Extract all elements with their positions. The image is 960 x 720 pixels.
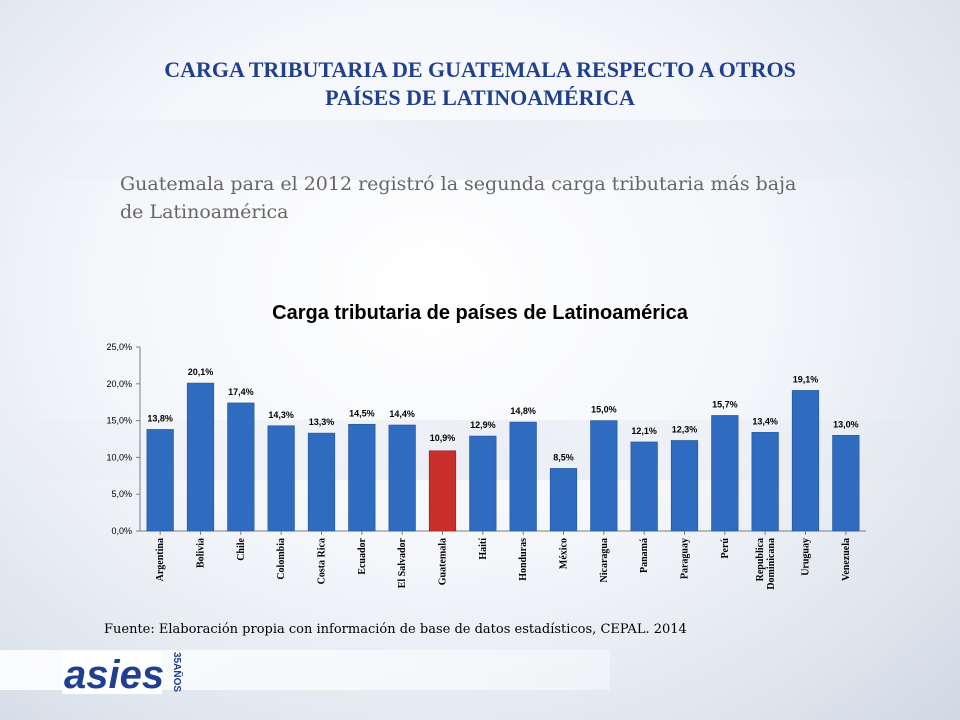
- data-label: 13,3%: [309, 417, 335, 427]
- x-tick-label: Honduras: [518, 538, 529, 581]
- bar-colombia: [267, 425, 295, 532]
- y-tick-label: 25,0%: [106, 342, 132, 352]
- bar-méxico: [549, 468, 578, 532]
- slide-title-line2: PAÍSES DE LATINOAMÉRICA: [325, 85, 635, 110]
- logo-text: asies: [64, 653, 164, 696]
- x-tick-label: El Salvador: [397, 537, 408, 588]
- data-label: 13,8%: [147, 413, 173, 423]
- x-tick-label: Republica: [755, 538, 766, 581]
- bar-ecuador: [348, 423, 376, 532]
- bar-guatemala: [428, 450, 457, 532]
- data-label: 14,4%: [389, 409, 415, 419]
- bar-venezuela: [832, 435, 860, 532]
- bar-nicaragua: [590, 420, 618, 532]
- x-tick-label: Venezuela: [841, 538, 852, 581]
- data-label: 14,5%: [349, 408, 375, 418]
- x-tick-label: Costa Rica: [317, 538, 328, 584]
- data-label: 19,1%: [793, 374, 819, 384]
- slide-title-line1: CARGA TRIBUTARIA DE GUATEMALA RESPECTO A…: [164, 57, 796, 82]
- data-label: 8,5%: [553, 452, 574, 462]
- bar-panamá: [630, 441, 658, 532]
- x-tick-label: México: [559, 538, 570, 569]
- bar-republica-dominicana: [751, 432, 779, 532]
- data-label: 12,1%: [631, 426, 657, 436]
- chart-title: Carga tributaria de países de Latinoamér…: [272, 302, 688, 324]
- data-label: 12,3%: [672, 424, 698, 434]
- y-tick-label: 20,0%: [106, 379, 132, 389]
- bar-costa-rica: [307, 432, 336, 532]
- y-tick-label: 15,0%: [106, 416, 132, 426]
- x-tick-label: Haití: [478, 538, 489, 560]
- data-label: 15,7%: [712, 399, 738, 409]
- data-label: 15,0%: [591, 405, 617, 415]
- source-note: Fuente: Elaboración propia con informaci…: [104, 622, 687, 637]
- slide-subtitle: Guatemala para el 2012 registró la segun…: [120, 173, 797, 223]
- data-label: 14,3%: [268, 410, 294, 420]
- y-tick-label: 10,0%: [106, 452, 132, 462]
- data-label: 12,9%: [470, 420, 496, 430]
- bar-haití: [469, 435, 497, 532]
- data-label: 17,4%: [228, 387, 254, 397]
- bar-perú: [711, 415, 739, 532]
- data-label: 10,9%: [430, 433, 456, 443]
- bar-argentina: [146, 429, 174, 532]
- x-tick-label: Dominicana: [766, 538, 777, 590]
- y-tick-label: 0,0%: [111, 526, 132, 536]
- x-tick-label: Bolivia: [196, 538, 207, 568]
- bar-honduras: [509, 421, 537, 532]
- x-tick-label: Nicaragua: [599, 538, 610, 582]
- x-tick-label: Uruguay: [801, 538, 812, 576]
- x-tick-label: Perú: [720, 538, 731, 559]
- bar-chile: [227, 402, 255, 532]
- bar-uruguay: [791, 390, 820, 532]
- bar-el-salvador: [388, 424, 416, 532]
- bar-bolivia: [186, 382, 215, 532]
- x-tick-label: Panamá: [639, 538, 650, 573]
- x-tick-label: Paraguay: [680, 538, 691, 579]
- x-tick-label: Chile: [236, 537, 247, 560]
- y-tick-label: 5,0%: [111, 489, 132, 499]
- x-tick-label: Colombia: [276, 538, 287, 580]
- bar-paraguay: [670, 440, 699, 532]
- x-tick-label: Guatemala: [438, 538, 449, 585]
- x-tick-label: Ecuador: [357, 537, 368, 574]
- x-tick-label: Argentina: [155, 538, 166, 581]
- data-label: 13,4%: [752, 416, 778, 426]
- asies-logo: asies 35AÑOS: [62, 652, 184, 696]
- data-label: 20,1%: [188, 367, 214, 377]
- background-streak: [0, 120, 960, 180]
- logo-badge: 35AÑOS: [171, 652, 184, 692]
- slide-title: CARGA TRIBUTARIA DE GUATEMALA RESPECTO A…: [80, 56, 880, 112]
- data-label: 13,0%: [833, 419, 859, 429]
- data-label: 14,8%: [510, 406, 536, 416]
